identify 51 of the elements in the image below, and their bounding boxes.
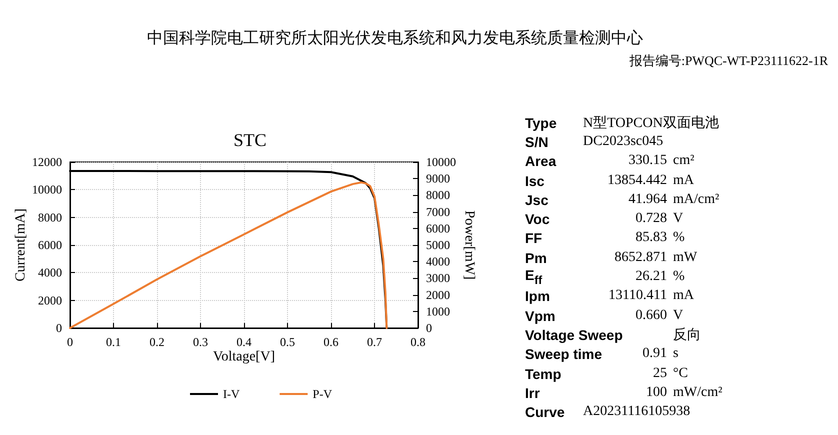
y-tick-label: 6000: [38, 238, 62, 252]
text: 中国科学院电工研究所太阳光伏发电系统和风力发电系统质量检测中心: [146, 28, 644, 49]
y2-tick-label: 9000: [426, 172, 450, 186]
text: Irr 100 mW/cm²: [525, 384, 722, 401]
text: Vpm 0.660 V: [525, 308, 684, 324]
text: Type N型TOPCON双面电池: [525, 114, 719, 131]
text: Isc 13854.442 mA: [525, 172, 694, 189]
text: Area 330.15 cm²: [525, 153, 694, 170]
y2-tick-label: 6000: [426, 221, 450, 236]
text: Pm 8652.871 mW: [525, 250, 698, 266]
x-tick-label: 0.7: [367, 335, 382, 349]
x-tick-label: 0.8: [410, 335, 426, 349]
y2-tick-label: 4000: [426, 254, 450, 269]
text: Sweep time 0.91 s: [525, 346, 678, 362]
x-tick-label: 0: [67, 335, 73, 349]
y2-tick-label: 8000: [426, 188, 450, 202]
y-tick-label: 0: [56, 321, 62, 335]
y-tick-label: 4000: [38, 266, 62, 280]
y2-tick-label: 7000: [426, 204, 450, 219]
x-tick-label: 0.2: [150, 335, 164, 349]
y-axis-title: Current[mA]: [14, 208, 28, 282]
x-tick-label: 0.3: [193, 335, 208, 349]
y2-tick-label: 1000: [426, 304, 450, 318]
legend-label: P-V: [312, 387, 332, 401]
y2-tick-label: 0: [426, 321, 432, 335]
text: E$_{ff}$ 26.21 %: [525, 267, 685, 287]
text: S/N DC2023sc045: [525, 134, 664, 150]
y-tick-label: 10000: [32, 182, 62, 197]
text: FF 85.83 %: [525, 230, 685, 246]
text: Jsc 41.964 mA/cm²: [525, 192, 720, 208]
text: Ipm 13110.411 mA: [525, 288, 694, 304]
y-tick-label: 12000: [32, 155, 62, 169]
x-tick-label: 0.6: [324, 335, 338, 349]
text: Temp 25 °C: [525, 366, 688, 382]
x-tick-label: 0.4: [236, 335, 252, 349]
y2-axis-title: Power[mW]: [462, 210, 476, 280]
y2-tick-label: 5000: [426, 238, 450, 252]
text: Voltage Sweep 反向: [525, 326, 701, 343]
y2-tick-label: 10000: [426, 155, 456, 169]
chart-title: STC: [233, 130, 267, 150]
legend-label: I-V: [223, 387, 240, 401]
x-axis-title: Voltage[V]: [213, 350, 275, 364]
y-tick-label: 2000: [38, 293, 62, 308]
text: Voc 0.728 V: [525, 211, 684, 228]
y-tick-label: 8000: [38, 210, 62, 224]
text: Curve A20231116105938: [525, 404, 690, 420]
x-tick-label: 0.5: [280, 335, 295, 349]
x-tick-label: 0.1: [106, 335, 121, 349]
y2-tick-label: 3000: [426, 271, 450, 286]
y2-tick-label: 2000: [426, 288, 450, 302]
text: 报告编号:PWQC-WT-P23111622-1R: [629, 52, 828, 70]
